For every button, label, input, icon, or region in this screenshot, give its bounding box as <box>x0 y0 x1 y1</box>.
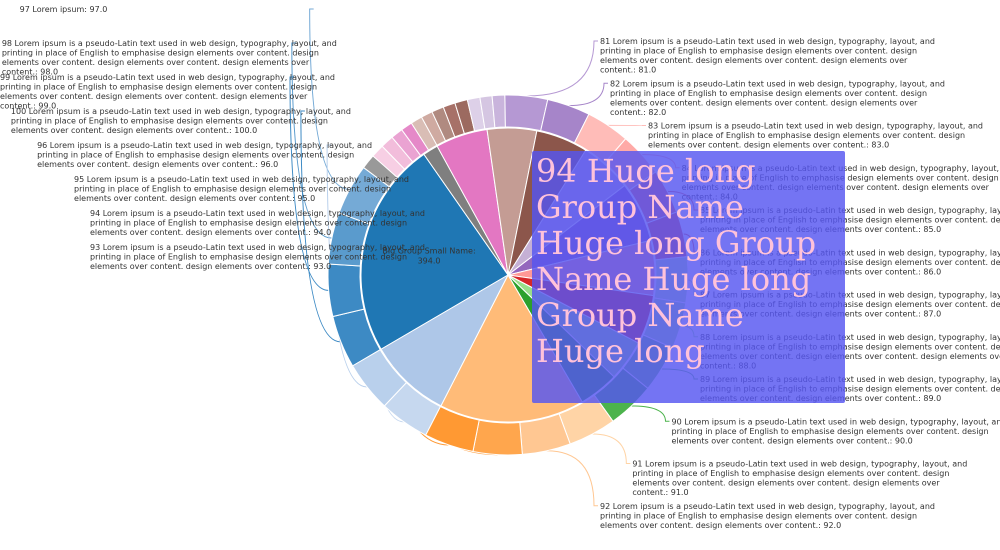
outer-slice-label: elements over content. design elements o… <box>90 228 331 237</box>
outer-slice-label: printing in place of English to emphasis… <box>648 131 965 140</box>
outer-slice-label: elements over content. design elements o… <box>2 58 310 67</box>
outer-slice-label: 81 Lorem ipsum is a pseudo-Latin text us… <box>600 37 935 46</box>
outer-slice-label: content.: 98.0 <box>2 68 58 77</box>
outer-slice-label: 95 Lorem ipsum is a pseudo-Latin text us… <box>74 175 409 184</box>
outer-slice-label: 90 Lorem ipsum is a pseudo-Latin text us… <box>672 417 1000 426</box>
outer-slice-label: elements over content. design elements o… <box>600 56 908 65</box>
outer-slice-label: printing in place of English to emphasis… <box>90 219 407 228</box>
tooltip: 94 Huge long Group Name Huge long Group … <box>532 151 845 403</box>
outer-slice-label: 91 Lorem ipsum is a pseudo-Latin text us… <box>632 460 967 469</box>
outer-slice-label: elements over content. design elements o… <box>610 98 918 107</box>
outer-slice-label: 94 Lorem ipsum is a pseudo-Latin text us… <box>90 209 425 218</box>
outer-slice-label: 82 Lorem ipsum is a pseudo-Latin text us… <box>610 79 945 88</box>
outer-slice-label: printing in place of English to emphasis… <box>700 385 1000 394</box>
leader-line <box>546 450 598 507</box>
leader-line <box>568 82 608 107</box>
outer-slice-label: 85 Lorem ipsum is a pseudo-Latin text us… <box>700 206 1000 215</box>
outer-slice-label: elements over content. design elements o… <box>632 479 940 488</box>
outer-slice-label: 96 Lorem ipsum is a pseudo-Latin text us… <box>37 141 372 150</box>
leader-line <box>526 40 598 97</box>
outer-slice-label: printing in place of English to emphasis… <box>37 151 354 160</box>
outer-slice-label: elements over content. design elements o… <box>672 436 913 445</box>
outer-slice-label: printing in place of English to emphasis… <box>0 83 317 92</box>
leader-line <box>291 42 332 239</box>
leader-line <box>592 433 631 464</box>
outer-slice-16[interactable] <box>491 94 506 129</box>
outer-slice-label: elements over content. design elements o… <box>700 352 1000 361</box>
outer-slice-label: content.: 82.0 <box>610 108 666 117</box>
outer-slice-label: elements over content. design elements o… <box>74 194 315 203</box>
outer-slice-label: printing in place of English to emphasis… <box>700 342 1000 351</box>
outer-slice-label: content.: 91.0 <box>632 488 688 497</box>
outer-slice-label: printing in place of English to emphasis… <box>672 427 989 436</box>
outer-slice-label: 88 Lorem ipsum is a pseudo-Latin text us… <box>700 333 1000 342</box>
outer-slice-label: content.: 81.0 <box>600 66 656 75</box>
outer-slice-label: 92 Lorem ipsum is a pseudo-Latin text us… <box>600 502 935 511</box>
outer-slice-label: printing in place of English to emphasis… <box>700 300 1000 309</box>
outer-slice-label: 83 Lorem ipsum is a pseudo-Latin text us… <box>648 122 983 131</box>
outer-slice-label: 99 Lorem ipsum is a pseudo-Latin text us… <box>0 73 335 82</box>
outer-slice-label: elements over content. design elements o… <box>90 262 331 271</box>
outer-slice-label: 98 Lorem ipsum is a pseudo-Latin text us… <box>2 39 337 48</box>
outer-slice-label: printing in place of English to emphasis… <box>600 47 917 56</box>
inner-slice-label: Big Group Small Name: <box>382 247 475 256</box>
outer-slice-label: printing in place of English to emphasis… <box>11 117 328 126</box>
leader-line <box>289 76 329 291</box>
outer-slice-1[interactable] <box>327 263 365 318</box>
outer-slice-label: printing in place of English to emphasis… <box>74 185 391 194</box>
outer-slice-29[interactable] <box>472 419 523 456</box>
outer-slice-label: elements over content. design elements o… <box>0 92 308 101</box>
outer-slice-label: printing in place of English to emphasis… <box>632 469 949 478</box>
outer-slice-label: elements over content. design elements o… <box>37 160 278 169</box>
outer-slice-17[interactable] <box>504 94 549 132</box>
outer-slice-label: printing in place of English to emphasis… <box>600 511 917 520</box>
inner-slice-12[interactable] <box>380 273 510 407</box>
outer-slice-label: 93 Lorem ipsum is a pseudo-Latin text us… <box>90 243 425 252</box>
outer-slice-label: printing in place of English to emphasis… <box>610 89 927 98</box>
outer-slice-label: printing in place of English to emphasis… <box>700 216 1000 225</box>
outer-slice-label: 89 Lorem ipsum is a pseudo-Latin text us… <box>700 375 1000 384</box>
leader-line <box>309 8 350 190</box>
outer-slice-label: 87 Lorem ipsum is a pseudo-Latin text us… <box>700 291 1000 300</box>
outer-slice-label: printing in place of English to emphasis… <box>700 258 1000 267</box>
outer-slice-label: content.: 99.0 <box>0 102 56 111</box>
inner-slice-0[interactable] <box>360 153 509 350</box>
outer-slice-label: 86 Lorem ipsum is a pseudo-Latin text us… <box>700 248 1000 257</box>
outer-slice-label: 97 Lorem ipsum: 97.0 <box>20 5 108 14</box>
outer-slice-label: 100 Lorem ipsum is a pseudo-Latin text u… <box>11 107 351 116</box>
outer-slice-label: printing in place of English to emphasis… <box>90 253 407 262</box>
outer-slice-label: printing in place of English to emphasis… <box>2 49 319 58</box>
inner-slice-value: 394.0 <box>418 257 441 266</box>
outer-slice-label: elements over content. design elements o… <box>600 521 841 530</box>
outer-slice-label: elements over content. design elements o… <box>648 141 889 150</box>
outer-slice-32[interactable] <box>351 349 408 407</box>
leader-line <box>300 110 341 343</box>
leader-line <box>631 405 670 422</box>
outer-slice-label: elements over content. design elements o… <box>11 126 257 135</box>
